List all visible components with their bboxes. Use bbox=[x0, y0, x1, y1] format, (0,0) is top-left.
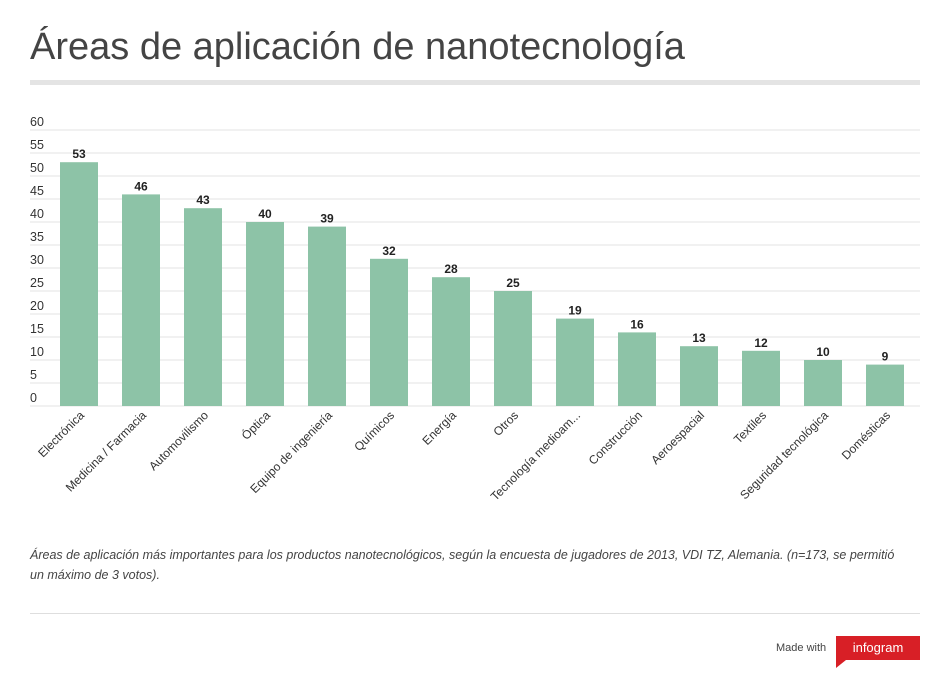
y-tick-label: 40 bbox=[30, 207, 44, 221]
y-tick-label: 20 bbox=[30, 299, 44, 313]
bar bbox=[556, 318, 594, 406]
data-label: 46 bbox=[134, 179, 148, 193]
data-label: 28 bbox=[444, 262, 458, 276]
data-label: 10 bbox=[816, 345, 830, 359]
bar bbox=[804, 360, 842, 406]
bar bbox=[122, 194, 160, 406]
y-tick-label: 10 bbox=[30, 345, 44, 359]
y-tick-label: 5 bbox=[30, 368, 37, 382]
bar bbox=[742, 350, 780, 406]
data-label: 12 bbox=[754, 336, 768, 350]
brand-text: infogram bbox=[852, 640, 904, 655]
data-label: 25 bbox=[506, 276, 520, 290]
bar-chart: 05101520253035404550556053Electrónica46M… bbox=[30, 115, 920, 503]
x-tick-label: Construcción bbox=[586, 408, 645, 467]
bar bbox=[60, 162, 98, 406]
x-tick-label: Químicos bbox=[351, 408, 397, 454]
y-tick-label: 45 bbox=[30, 184, 44, 198]
bar bbox=[494, 291, 532, 406]
chart-caption: Áreas de aplicación más importantes para… bbox=[30, 548, 895, 582]
title-divider bbox=[30, 80, 920, 85]
x-tick-label: Domésticas bbox=[839, 408, 893, 462]
bar bbox=[308, 226, 346, 406]
brand-tab-shape bbox=[836, 636, 920, 660]
y-tick-label: 30 bbox=[30, 253, 44, 267]
x-tick-label: Otros bbox=[490, 408, 521, 439]
data-label: 43 bbox=[196, 193, 210, 207]
x-tick-label: Electrónica bbox=[35, 408, 87, 460]
x-tick-label: Automovilismo bbox=[146, 408, 211, 473]
bar bbox=[618, 332, 656, 406]
bar bbox=[184, 208, 222, 406]
footer-divider bbox=[30, 613, 920, 614]
bar bbox=[432, 277, 470, 406]
x-tick-label: Óptica bbox=[238, 407, 273, 442]
data-label: 39 bbox=[320, 212, 334, 226]
bar bbox=[866, 364, 904, 406]
x-tick-label: Energía bbox=[420, 408, 460, 448]
bar bbox=[680, 346, 718, 406]
y-tick-label: 35 bbox=[30, 230, 44, 244]
data-label: 9 bbox=[882, 350, 889, 364]
made-with-label: Made with bbox=[776, 642, 827, 654]
data-label: 16 bbox=[630, 317, 644, 331]
x-tick-label: Aeroespacial bbox=[648, 408, 707, 467]
chart-title: Áreas de aplicación de nanotecnología bbox=[30, 26, 685, 68]
bar bbox=[246, 222, 284, 406]
y-tick-label: 55 bbox=[30, 138, 44, 152]
data-label: 40 bbox=[258, 207, 272, 221]
y-tick-label: 50 bbox=[30, 161, 44, 175]
brand-tail-shape bbox=[836, 660, 846, 668]
y-tick-label: 25 bbox=[30, 276, 44, 290]
data-label: 19 bbox=[568, 304, 582, 318]
infogram-logo[interactable]: infogram bbox=[836, 636, 920, 668]
data-label: 13 bbox=[692, 331, 706, 345]
y-tick-label: 60 bbox=[30, 115, 44, 129]
y-tick-label: 15 bbox=[30, 322, 44, 336]
bar bbox=[370, 258, 408, 406]
data-label: 32 bbox=[382, 244, 396, 258]
x-tick-label: Textiles bbox=[731, 408, 769, 446]
y-tick-label: 0 bbox=[30, 391, 37, 405]
data-label: 53 bbox=[72, 147, 86, 161]
